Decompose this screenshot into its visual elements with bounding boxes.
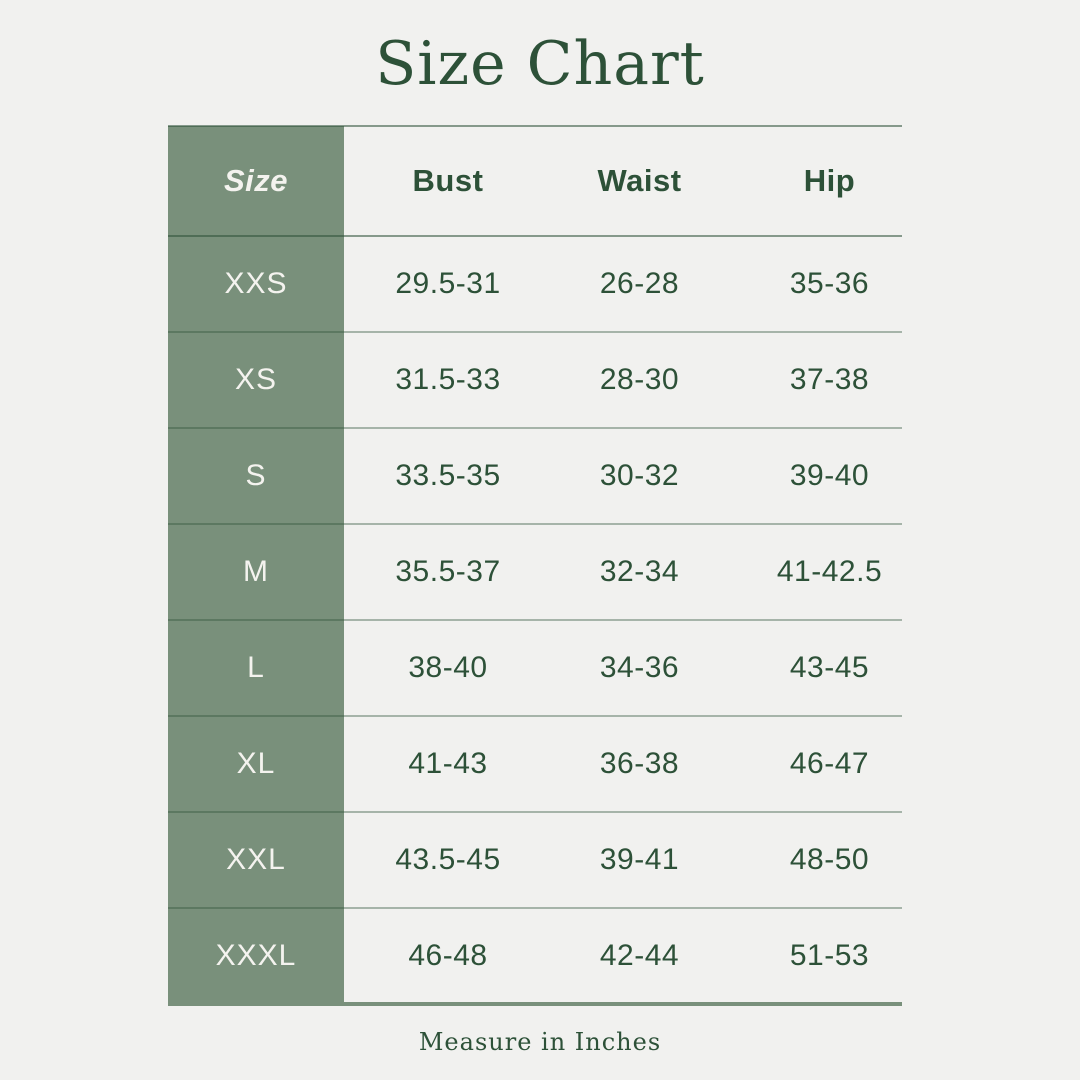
bust-value: 38-40 — [408, 651, 488, 684]
size-label: XS — [168, 332, 344, 428]
table-row-xs: XS 31.5-33 28-30 37-38 — [168, 332, 902, 428]
table-row-l: L 38-40 34-36 43-45 — [168, 620, 902, 716]
bust-value: 46-48 — [408, 938, 488, 972]
header-row: Size Bust Waist Hip — [168, 126, 902, 236]
page-title: Size Chart — [375, 29, 705, 99]
waist-value: 36-38 — [599, 747, 680, 780]
size-label: S — [168, 428, 344, 524]
table-row-m: M 35.5-37 32-34 41-42.5 — [168, 524, 902, 620]
hip-value: 39-40 — [789, 459, 870, 492]
col-header-hip: Hip — [803, 163, 856, 198]
waist-value: 30-32 — [599, 459, 680, 492]
size-label: M — [168, 524, 344, 620]
size-label: L — [168, 620, 344, 716]
table-row-xxs: XXS 29.5-31 26-28 35-36 — [168, 236, 902, 332]
bust-value: 29.5-31 — [395, 267, 501, 300]
size-label: XXS — [168, 236, 344, 332]
waist-value: 34-36 — [599, 651, 680, 684]
size-chart-table: Size Bust Waist Hip XXS 29.5-31 26-28 35… — [168, 125, 902, 1006]
hip-value: 48-50 — [789, 843, 870, 876]
waist-value: 39-41 — [599, 843, 680, 876]
waist-value: 26-28 — [599, 267, 680, 300]
hip-value: 35-36 — [789, 267, 870, 300]
waist-value: 28-30 — [599, 363, 680, 396]
table-row-xxxl: XXXL 46-48 42-44 51-53 — [168, 908, 902, 1004]
hip-value: 51-53 — [789, 938, 870, 972]
bust-value: 43.5-45 — [395, 843, 501, 876]
table-row-xl: XL 41-43 36-38 46-47 — [168, 716, 902, 812]
hip-value: 46-47 — [789, 747, 870, 780]
waist-value: 42-44 — [599, 938, 680, 972]
bust-value: 35.5-37 — [395, 555, 501, 588]
size-label: XXL — [168, 812, 344, 908]
col-header-waist: Waist — [597, 163, 682, 198]
hip-value: 41-42.5 — [776, 555, 883, 588]
bust-value: 41-43 — [408, 747, 488, 780]
unit-note: Measure in Inches — [418, 1028, 662, 1056]
waist-value: 32-34 — [599, 555, 680, 588]
table-row-s: S 33.5-35 30-32 39-40 — [168, 428, 902, 524]
table-row-xxl: XXL 43.5-45 39-41 48-50 — [168, 812, 902, 908]
hip-value: 37-38 — [789, 363, 870, 396]
col-header-size: Size — [168, 126, 344, 236]
hip-value: 43-45 — [789, 651, 870, 684]
col-header-bust: Bust — [412, 163, 484, 198]
size-label: XL — [168, 716, 344, 812]
size-label: XXXL — [168, 908, 344, 1004]
bust-value: 33.5-35 — [395, 459, 501, 492]
bust-value: 31.5-33 — [395, 363, 501, 396]
